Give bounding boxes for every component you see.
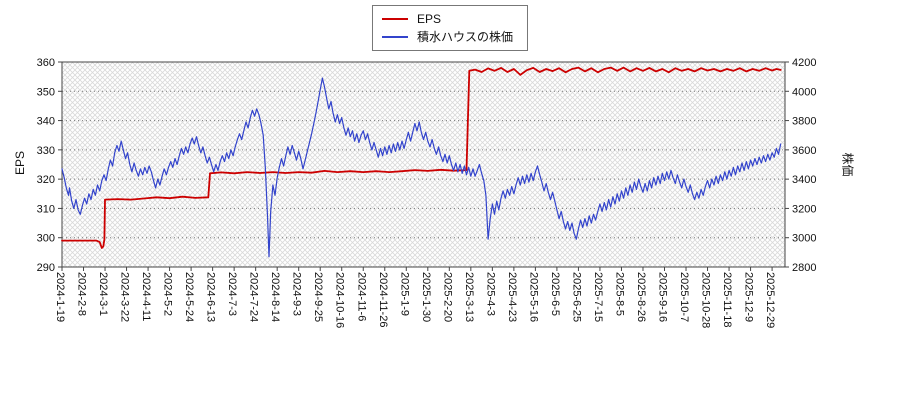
y-left-tick-label: 310 (37, 203, 55, 215)
x-tick-label: 2025-4-3 (484, 272, 496, 316)
y-right-tick-label: 4200 (792, 57, 816, 69)
eps-line-swatch-icon (381, 18, 408, 20)
x-tick-label: 2024-9-3 (291, 272, 303, 316)
legend-item-eps: EPS (381, 10, 513, 28)
x-tick-label: 2025-3-13 (463, 272, 475, 322)
x-tick-label: 2025-11-18 (721, 272, 733, 327)
x-tick-label: 2025-9-16 (657, 272, 669, 322)
x-tick-label: 2025-6-25 (570, 272, 582, 322)
x-tick-label: 2025-5-16 (527, 272, 539, 322)
x-tick-label: 2025-7-15 (592, 272, 604, 322)
left-axis-title: EPS (13, 151, 27, 176)
x-tick-label: 2024-9-25 (312, 272, 324, 322)
x-tick-label: 2025-8-26 (635, 272, 647, 322)
y-right-tick-label: 4000 (792, 86, 816, 98)
x-tick-label: 2024-10-16 (334, 272, 346, 328)
x-tick-label: 2025-12-29 (764, 272, 776, 328)
x-tick-label: 2024-5-2 (162, 272, 174, 316)
x-tick-label: 2025-10-7 (678, 272, 690, 322)
plot-border (61, 61, 786, 268)
y-right-tick-label: 3000 (792, 233, 816, 245)
legend-label-stock-price: 積水ハウスの株価 (416, 30, 514, 44)
plot-hatch-background (62, 62, 785, 267)
x-tick-label: 2025-12-9 (743, 272, 755, 322)
y-right-tick-label: 3600 (792, 145, 816, 157)
series-line-eps (61, 66, 782, 249)
x-tick-label: 2024-6-13 (205, 272, 217, 322)
x-tick-label: 2024-8-14 (269, 272, 281, 322)
x-tick-label: 2024-11-26 (377, 272, 389, 327)
right-axis-title: 株価 (840, 152, 855, 177)
y-left-tick-label: 360 (37, 57, 55, 69)
y-left-tick-label: 320 (37, 174, 55, 186)
x-tick-label: 2024-4-11 (140, 272, 152, 321)
x-tick-label: 2025-1-9 (398, 272, 410, 316)
x-tick-label: 2025-4-23 (506, 272, 518, 322)
x-tick-label: 2025-1-30 (420, 272, 432, 322)
y-left-tick-label: 290 (37, 262, 55, 274)
x-tick-label: 2024-5-24 (183, 272, 195, 322)
x-tick-label: 2025-6-5 (549, 272, 561, 316)
y-left-tick-label: 330 (37, 145, 55, 157)
x-tick-label: 2024-3-1 (97, 272, 109, 316)
y-right-tick-label: 3800 (792, 116, 816, 128)
x-tick-label: 2025-2-20 (441, 272, 453, 322)
x-tick-label: 2024-11-6 (355, 272, 367, 321)
legend-label-eps: EPS (416, 12, 442, 26)
y-right-tick-label: 3400 (792, 174, 816, 186)
x-tick-label: 2024-3-22 (119, 272, 131, 322)
x-tick-label: 2024-7-3 (226, 272, 238, 316)
x-tick-label: 2024-2-8 (76, 272, 88, 316)
y-right-tick-label: 2800 (792, 262, 816, 274)
y-left-tick-label: 340 (37, 116, 55, 128)
x-tick-label: 2025-8-5 (613, 272, 625, 316)
y-left-tick-label: 350 (37, 86, 55, 98)
y-left-tick-label: 300 (37, 233, 55, 245)
series-line-stock-price (61, 77, 782, 258)
x-tick-label: 2024-1-19 (54, 272, 66, 322)
y-right-tick-label: 3200 (792, 203, 816, 215)
x-tick-label: 2025-10-28 (700, 272, 712, 328)
stock-line-swatch-icon (381, 36, 408, 38)
chart-legend: EPS 積水ハウスの株価 (371, 5, 529, 51)
legend-item-stock-price: 積水ハウスの株価 (381, 28, 514, 46)
x-tick-label: 2024-7-24 (248, 272, 260, 322)
